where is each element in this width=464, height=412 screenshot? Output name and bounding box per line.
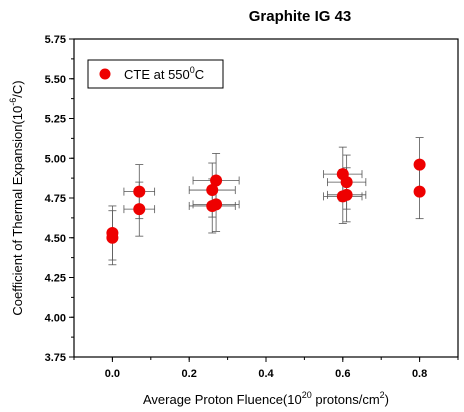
data-point	[206, 184, 219, 197]
legend-marker	[99, 68, 111, 80]
y-tick-label: 4.75	[45, 193, 66, 205]
y-tick-label: 4.50	[45, 233, 66, 245]
data-point	[413, 158, 426, 171]
x-axis-label-exp: 20	[302, 390, 312, 400]
x-axis-label: Average Proton Fluence(1020 protons/cm2)	[143, 390, 389, 407]
y-tick-label: 5.25	[45, 114, 66, 126]
y-tick-label: 5.50	[45, 74, 66, 86]
y-axis-label-exp: -6	[8, 98, 18, 106]
y-axis-label: Coefficient of Thermal Expansion(10-6/C)	[8, 80, 25, 315]
data-point	[133, 203, 146, 216]
x-axis-label-post: protons/cm	[312, 392, 380, 407]
legend-entry-post: C	[195, 67, 204, 82]
y-tick-label: 4.00	[45, 312, 66, 324]
y-tick-label: 4.25	[45, 273, 66, 285]
axis-ticks	[69, 38, 459, 362]
data-point	[206, 199, 219, 212]
x-tick-label: 0.6	[335, 368, 350, 380]
data-point	[413, 185, 426, 198]
y-tick-label: 5.75	[45, 34, 66, 46]
x-tick-label: 0.0	[105, 368, 120, 380]
data-point	[340, 176, 353, 189]
x-tick-labels: 0.0 0.2 0.4 0.6 0.8	[105, 368, 427, 380]
x-axis-label-main: Average Proton Fluence(10	[143, 392, 302, 407]
y-tick-label: 5.00	[45, 153, 66, 165]
x-tick-label: 0.2	[182, 368, 197, 380]
error-bars	[108, 137, 424, 266]
data-point	[106, 231, 119, 244]
x-tick-label: 0.4	[258, 368, 274, 380]
data-point	[336, 190, 349, 203]
data-point	[133, 185, 146, 198]
chart-title: Graphite IG 43	[249, 8, 352, 25]
legend-entry: CTE at 5500C	[124, 65, 204, 82]
x-tick-label: 0.8	[412, 368, 427, 380]
legend-entry-main: CTE at 550	[124, 67, 190, 82]
data-point	[210, 174, 223, 187]
y-axis-label-main: Coefficient of Thermal Expansion(10	[10, 106, 25, 316]
y-axis-label-post: /C)	[10, 80, 25, 97]
legend-entry-exp: 0	[190, 65, 195, 75]
legend: CTE at 5500C	[87, 59, 224, 89]
data-points	[106, 158, 426, 244]
y-tick-label: 3.75	[45, 352, 66, 364]
x-axis-label-close: )	[385, 392, 389, 407]
x-axis-label-exp2: 2	[380, 390, 385, 400]
y-tick-labels: 3.75 4.00 4.25 4.50 4.75 5.00 5.25 5.50 5.75	[45, 34, 66, 364]
